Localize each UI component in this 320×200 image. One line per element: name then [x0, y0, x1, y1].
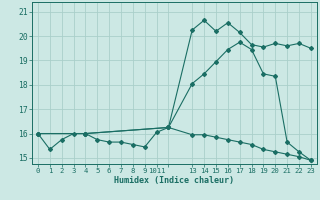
- X-axis label: Humidex (Indice chaleur): Humidex (Indice chaleur): [115, 176, 234, 185]
